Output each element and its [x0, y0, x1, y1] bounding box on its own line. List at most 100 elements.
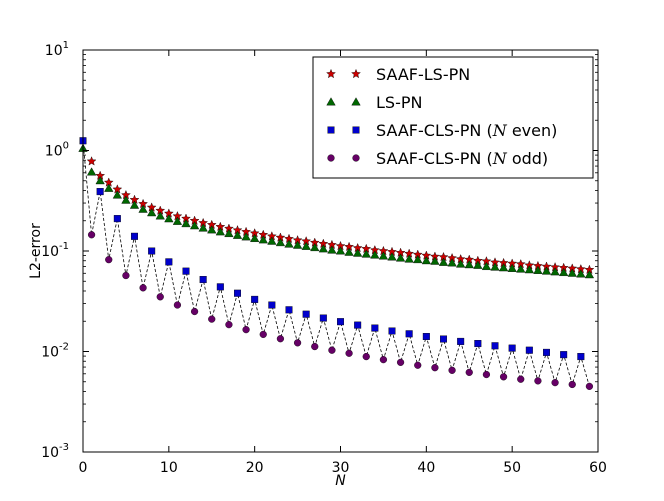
x-tick-label: 10 [160, 460, 178, 476]
legend-entry: SAAF-CLS-PN (N even) [327, 121, 557, 140]
legend-entry: LS-PN [326, 93, 422, 112]
data-point [302, 310, 310, 318]
y-tick-label: 10-2 [41, 342, 69, 361]
data-point [414, 361, 422, 369]
data-point [139, 284, 147, 292]
data-point [517, 375, 525, 383]
data-point [182, 267, 190, 275]
data-point [311, 342, 319, 351]
legend-label: SAAF-LS-PN [376, 65, 470, 84]
legend-marker [351, 97, 361, 106]
data-point [457, 337, 465, 345]
data-point [292, 240, 303, 249]
data-point [516, 264, 526, 273]
data-point [568, 380, 576, 389]
x-tick-label: 60 [589, 460, 607, 476]
data-point [327, 245, 337, 254]
data-point [507, 263, 517, 272]
data-point [121, 195, 131, 204]
legend-label: SAAF-CLS-PN (N odd) [376, 149, 548, 168]
data-point [224, 228, 234, 238]
data-point [440, 335, 448, 343]
data-point [491, 342, 499, 350]
data-point [421, 256, 431, 265]
data-point [155, 211, 165, 220]
data-point [138, 204, 148, 213]
data-point [525, 346, 533, 354]
data-point [276, 335, 285, 343]
data-point [86, 156, 97, 166]
data-point [225, 321, 233, 329]
data-point [86, 167, 97, 176]
data-point [567, 268, 577, 277]
data-point [164, 214, 174, 223]
data-point [190, 307, 199, 316]
data-point [242, 326, 250, 334]
data-point [267, 236, 277, 245]
data-point [473, 260, 483, 269]
data-point [456, 259, 466, 268]
data-point [584, 270, 595, 279]
series-1 [78, 143, 595, 279]
data-point [474, 340, 482, 348]
legend-marker [327, 126, 335, 134]
x-axis-label: N [335, 473, 346, 489]
y-tick-label: 101 [45, 40, 69, 59]
data-point [413, 254, 423, 264]
data-point [404, 254, 414, 263]
data-point [422, 333, 430, 341]
legend-label: SAAF-CLS-PN (N even) [376, 121, 557, 140]
data-point [147, 208, 157, 217]
data-point [156, 293, 164, 301]
data-point [448, 366, 456, 374]
data-point [215, 227, 225, 236]
cls-connector-layer [82, 140, 590, 387]
data-point [181, 218, 191, 228]
legend-marker [352, 154, 360, 162]
data-point [251, 295, 259, 303]
data-point [508, 344, 516, 352]
data-point [465, 368, 473, 376]
data-point [551, 379, 559, 387]
y-tick-label: 10-3 [41, 442, 69, 461]
y-tick-label: 10-1 [41, 241, 69, 260]
legend: SAAF-LS-PN LS-PN SAAF-CLS-PN (N even) SAAF-… [312, 56, 594, 179]
data-point [335, 246, 346, 255]
x-tick-label: 30 [332, 460, 350, 476]
data-point [216, 283, 224, 291]
data-point [319, 314, 327, 322]
data-point [301, 241, 311, 250]
data-point [293, 339, 302, 347]
legend-label: LS-PN [376, 93, 422, 112]
data-point [464, 260, 474, 269]
data-point [361, 249, 371, 258]
data-point [370, 250, 380, 259]
data-point [405, 330, 413, 338]
data-point [371, 324, 379, 332]
data-point [259, 330, 267, 338]
x-tick-label: 20 [246, 460, 264, 476]
data-point [173, 301, 182, 309]
data-point [447, 258, 457, 267]
data-point [559, 267, 569, 276]
y-axis-label: L2-error [28, 223, 44, 279]
data-point [95, 176, 105, 185]
data-point [258, 235, 268, 244]
data-point [577, 353, 585, 361]
data-point [112, 190, 122, 199]
data-point [207, 225, 217, 234]
data-point [337, 318, 345, 326]
data-point [172, 216, 183, 225]
legend-entry: SAAF-CLS-PN (N odd) [327, 149, 548, 168]
legend-marker [326, 68, 336, 79]
data-point [233, 289, 241, 297]
data-point [285, 306, 293, 314]
data-point [387, 252, 397, 261]
data-point [284, 239, 294, 248]
data-point [396, 358, 405, 366]
data-point [345, 349, 353, 357]
legend-entry: SAAF-LS-PN [326, 65, 470, 84]
data-point [189, 221, 200, 230]
legend-marker [326, 97, 336, 106]
